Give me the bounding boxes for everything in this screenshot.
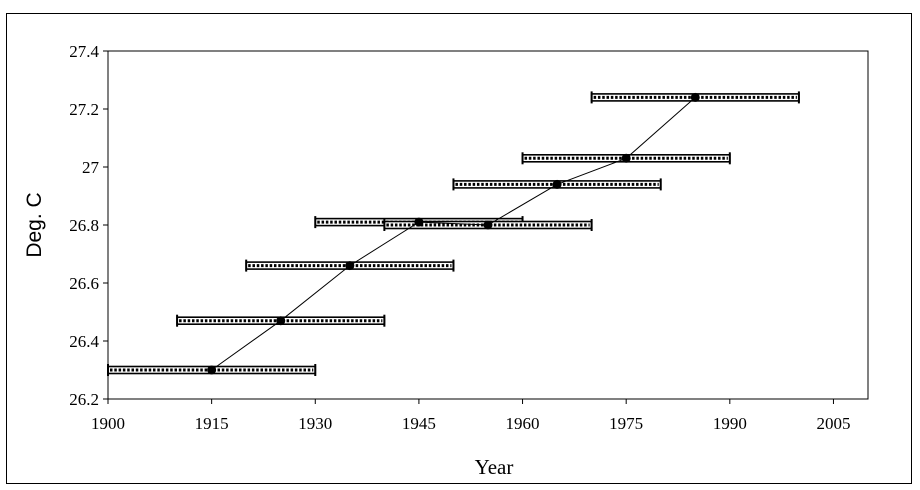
data-point xyxy=(483,220,493,230)
y-tick-label: 26.2 xyxy=(69,390,99,409)
data-point xyxy=(414,217,424,227)
x-axis-label: Year xyxy=(475,455,514,479)
data-points xyxy=(207,92,700,375)
y-tick-label: 27.4 xyxy=(69,42,99,61)
y-tick-label: 27.2 xyxy=(69,100,99,119)
y-tick-label: 26.6 xyxy=(69,274,99,293)
series-line xyxy=(211,97,696,371)
x-tick-label: 2005 xyxy=(816,414,850,433)
data-point xyxy=(276,316,286,326)
y-tick-label: 26.8 xyxy=(69,216,99,235)
data-point xyxy=(207,365,217,375)
x-tick-label: 1930 xyxy=(298,414,332,433)
trend-line xyxy=(211,97,696,371)
data-point xyxy=(552,179,562,189)
data-point xyxy=(345,261,355,271)
x-tick-label: 1915 xyxy=(195,414,229,433)
y-tick-label: 27 xyxy=(82,158,100,177)
x-tick-label: 1975 xyxy=(609,414,643,433)
y-tick-label: 26.4 xyxy=(69,332,99,351)
x-tick-label: 1960 xyxy=(506,414,540,433)
data-point xyxy=(621,153,631,163)
x-axis: 1900 1915 1930 1945 1960 1975 1990 2005 xyxy=(91,399,850,433)
x-tick-label: 1900 xyxy=(91,414,125,433)
x-tick-label: 1945 xyxy=(402,414,436,433)
x-tick-label: 1990 xyxy=(713,414,747,433)
data-point xyxy=(690,92,700,102)
y-axis-label: Deg. C xyxy=(23,192,46,257)
y-axis: 26.2 26.4 26.6 26.8 27 27.2 27.4 xyxy=(69,42,108,409)
